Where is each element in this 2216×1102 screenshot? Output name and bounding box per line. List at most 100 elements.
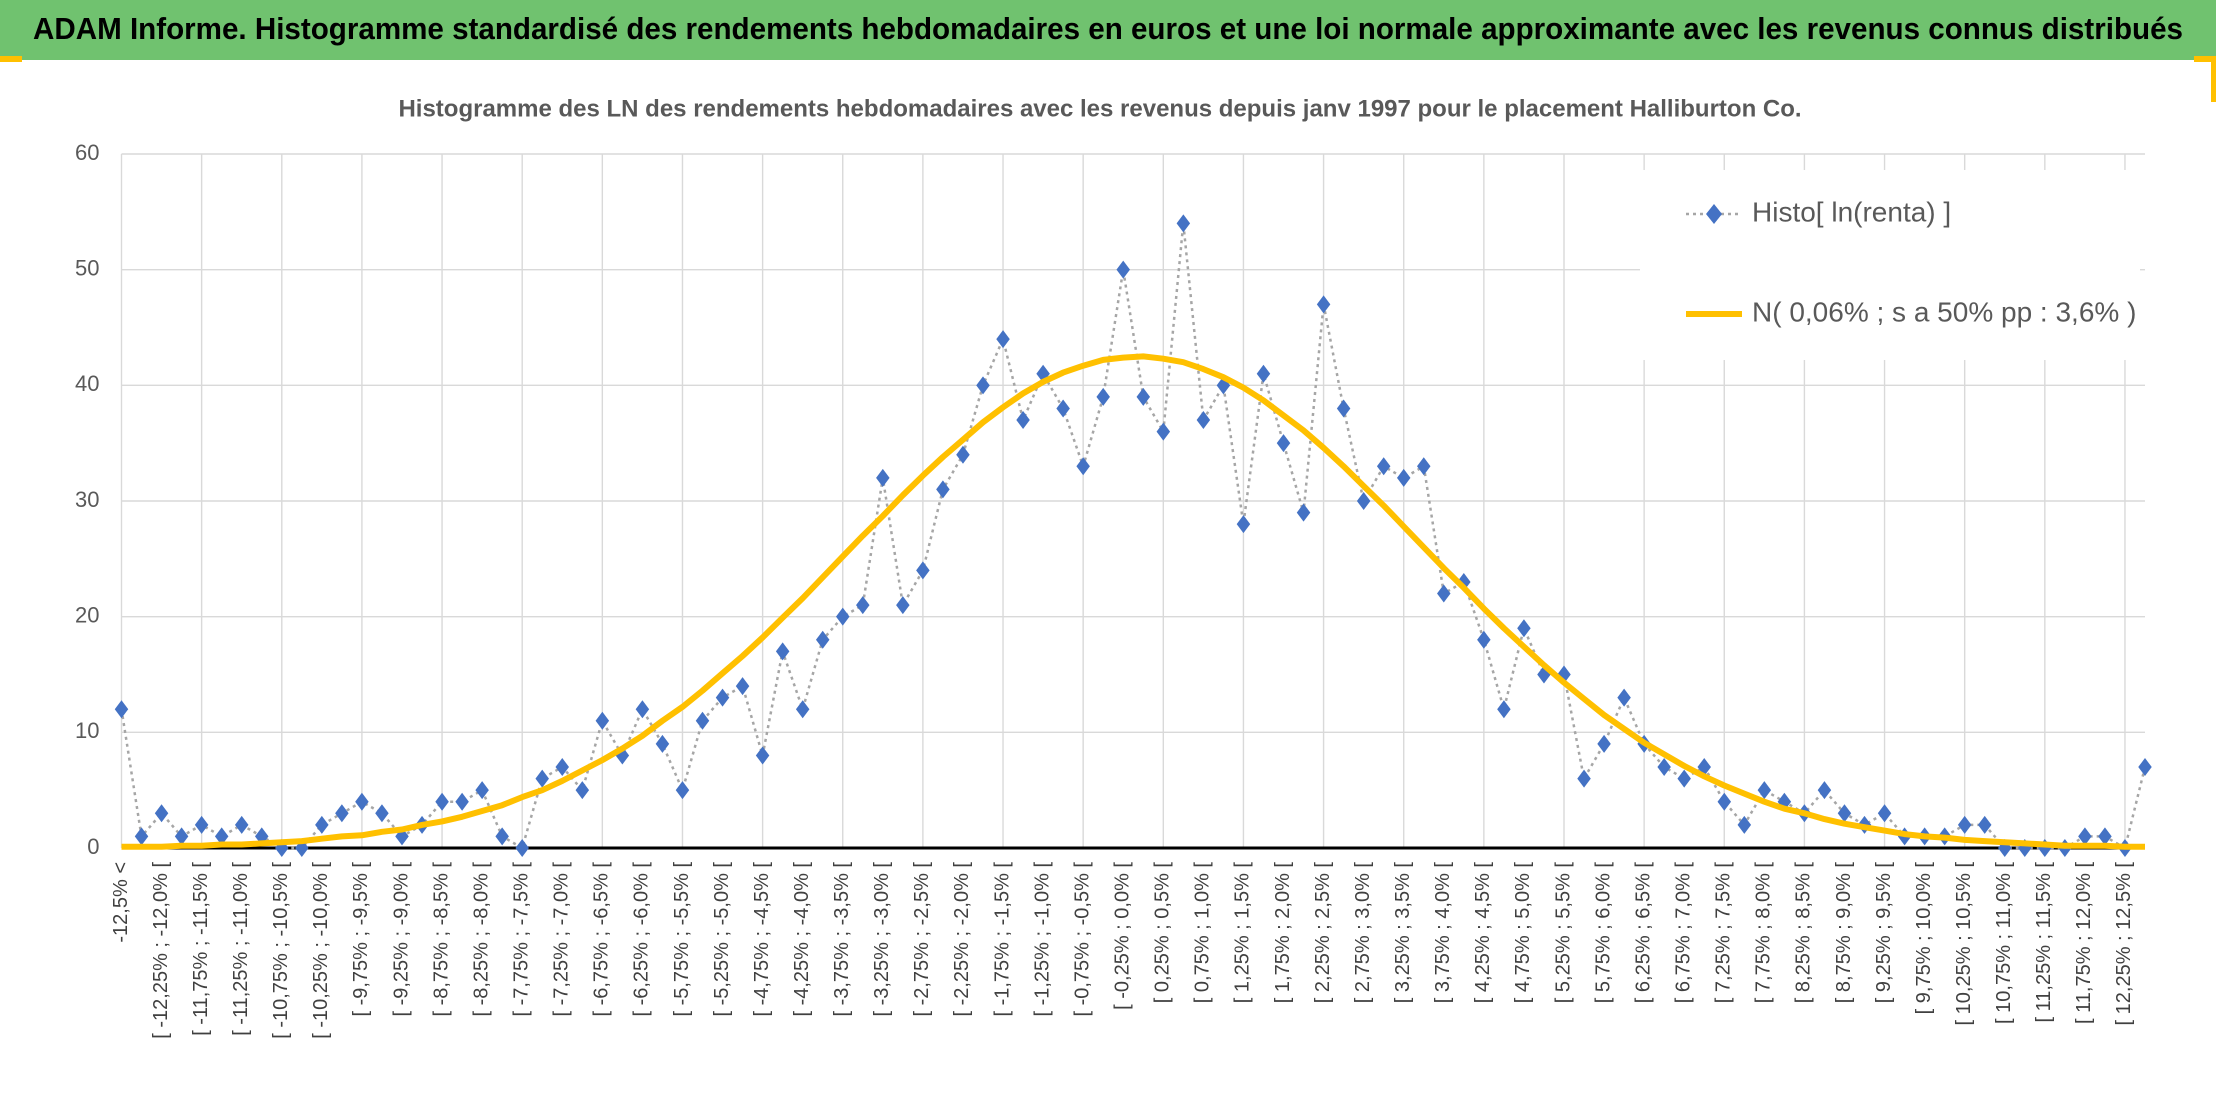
x-tick-label: [ -6,75% ; -6,5% [: [591, 862, 613, 1017]
data-point: [815, 630, 830, 649]
x-tick-label: [ 4,25% ; 4,5% [: [1472, 862, 1494, 1004]
x-tick-label: [ 0,75% ; 1,0% [: [1192, 862, 1214, 1004]
data-point: [735, 677, 750, 696]
x-tick-label: [ 12,25% ; 12,5% [: [2113, 862, 2135, 1026]
data-point: [1316, 295, 1331, 314]
x-tick-label: [ 11,25% ; 11,5% [: [2033, 862, 2055, 1023]
data-point: [1717, 792, 1732, 811]
data-point: [1376, 457, 1391, 476]
legend-label: Histo[ ln(renta) ]: [1752, 196, 1951, 227]
y-tick-label: 30: [75, 487, 99, 512]
x-tick-label: [ 9,25% ; 9,5% [: [1873, 862, 1895, 1004]
data-point: [234, 815, 249, 834]
x-tick-label: [ 8,25% ; 8,5% [: [1793, 862, 1815, 1004]
data-point: [2098, 827, 2112, 846]
data-point: [1977, 815, 1992, 834]
data-point: [715, 688, 730, 707]
data-point: [1677, 769, 1691, 788]
x-tick-label: [ 6,75% ; 7,0% [: [1672, 862, 1694, 1004]
y-tick-label: 0: [87, 834, 99, 859]
x-tick-label: [ -7,75% ; -7,5% [: [510, 862, 532, 1017]
data-point: [475, 781, 489, 800]
data-point: [1477, 630, 1491, 649]
data-point: [1236, 515, 1251, 534]
y-tick-label: 60: [75, 140, 99, 165]
x-tick-label: [ -4,75% ; -4,5% [: [751, 862, 773, 1017]
data-point: [214, 827, 229, 846]
x-tick-label: [ 5,25% ; 5,5% [: [1552, 862, 1574, 1004]
x-tick-label: -12,5% <: [110, 862, 132, 943]
data-point: [2138, 758, 2152, 777]
x-tick-label: [ -3,75% ; -3,5% [: [831, 862, 853, 1017]
data-point: [2078, 827, 2092, 846]
x-tick-label: [ 11,75% ; 12,0% [: [2073, 862, 2095, 1024]
data-point: [515, 839, 529, 857]
x-tick-label: [ 2,75% ; 3,0% [: [1352, 862, 1374, 1004]
x-tick-label: [ 8,75% ; 9,0% [: [1833, 862, 1855, 1004]
x-tick-label: [ -4,25% ; -4,0% [: [791, 862, 813, 1017]
data-point: [775, 642, 790, 661]
legend-marker: [1706, 204, 1722, 224]
data-point: [1817, 781, 1832, 800]
data-point: [1396, 468, 1411, 487]
data-point: [695, 711, 710, 730]
data-point: [1256, 364, 1271, 383]
x-tick-label: [ -1,25% ; -1,0% [: [1031, 862, 1053, 1017]
x-tick-label: [ -5,75% ; -5,5% [: [671, 862, 693, 1017]
x-tick-label: [ -1,75% ; -1,5% [: [991, 862, 1013, 1017]
data-point: [1577, 769, 1591, 788]
y-tick-label: 40: [75, 371, 99, 396]
x-tick-label: [ 10,75% ; 11,0% [: [1993, 862, 2015, 1024]
x-tick-label: [ 3,25% ; 3,5% [: [1392, 862, 1414, 1004]
data-point: [1437, 584, 1451, 603]
data-point: [575, 781, 590, 800]
data-point: [315, 815, 329, 834]
data-point: [1336, 399, 1351, 418]
data-point: [435, 792, 449, 811]
data-point: [335, 804, 349, 823]
data-point: [1196, 411, 1211, 430]
banner-accent: [0, 56, 22, 62]
x-tick-label: [ -9,25% ; -9,0% [: [390, 862, 412, 1017]
legend-label: N( 0,06% ; s a 50% pp : 3,6% ): [1752, 296, 2136, 327]
data-point: [675, 781, 690, 800]
data-point: [655, 734, 670, 753]
x-tick-label: [ -12,25% ; -12,0% [: [150, 862, 172, 1039]
data-point: [1417, 457, 1431, 476]
data-point: [1737, 815, 1752, 834]
data-point: [595, 711, 610, 730]
x-tick-label: [ -2,75% ; -2,5% [: [911, 862, 933, 1017]
banner-accent: [2194, 56, 2216, 62]
x-tick-label: [ 6,25% ; 6,5% [: [1632, 862, 1654, 1004]
data-point: [154, 804, 169, 823]
x-tick-label: [ 10,25% ; 10,5% [: [1953, 862, 1975, 1026]
data-point: [535, 769, 549, 788]
x-tick-label: [ 4,75% ; 5,0% [: [1512, 862, 1534, 1004]
data-point: [876, 468, 890, 487]
x-tick-label: [ 3,75% ; 4,0% [: [1432, 862, 1454, 1004]
x-tick-label: [ -2,25% ; -2,0% [: [951, 862, 973, 1017]
data-point: [635, 700, 650, 719]
data-point: [1096, 387, 1110, 406]
data-point: [755, 746, 770, 765]
data-point: [1757, 781, 1772, 800]
data-point: [375, 804, 389, 823]
x-tick-label: [ 2,25% ; 2,5% [: [1312, 862, 1334, 1004]
data-point: [896, 596, 910, 615]
x-tick-label: [ -10,75% ; -10,5% [: [270, 862, 292, 1039]
data-point: [1356, 492, 1371, 510]
x-tick-label: [ -0,75% ; -0,5% [: [1071, 862, 1093, 1017]
data-point: [114, 700, 129, 719]
x-tick-label: [ -9,75% ; -9,5% [: [350, 862, 372, 1017]
x-tick-label: [ -6,25% ; -6,0% [: [631, 862, 653, 1017]
data-point: [1517, 619, 1531, 638]
x-tick-label: [ -0,25% ; 0,0% [: [1112, 862, 1134, 1010]
data-point: [1957, 815, 1972, 834]
page-title: ADAM Informe. Histogramme standardisé de…: [33, 11, 2183, 46]
data-point: [1016, 411, 1030, 430]
y-tick-label: 50: [75, 255, 99, 280]
data-point: [194, 815, 209, 834]
y-tick-label: 10: [75, 718, 99, 743]
